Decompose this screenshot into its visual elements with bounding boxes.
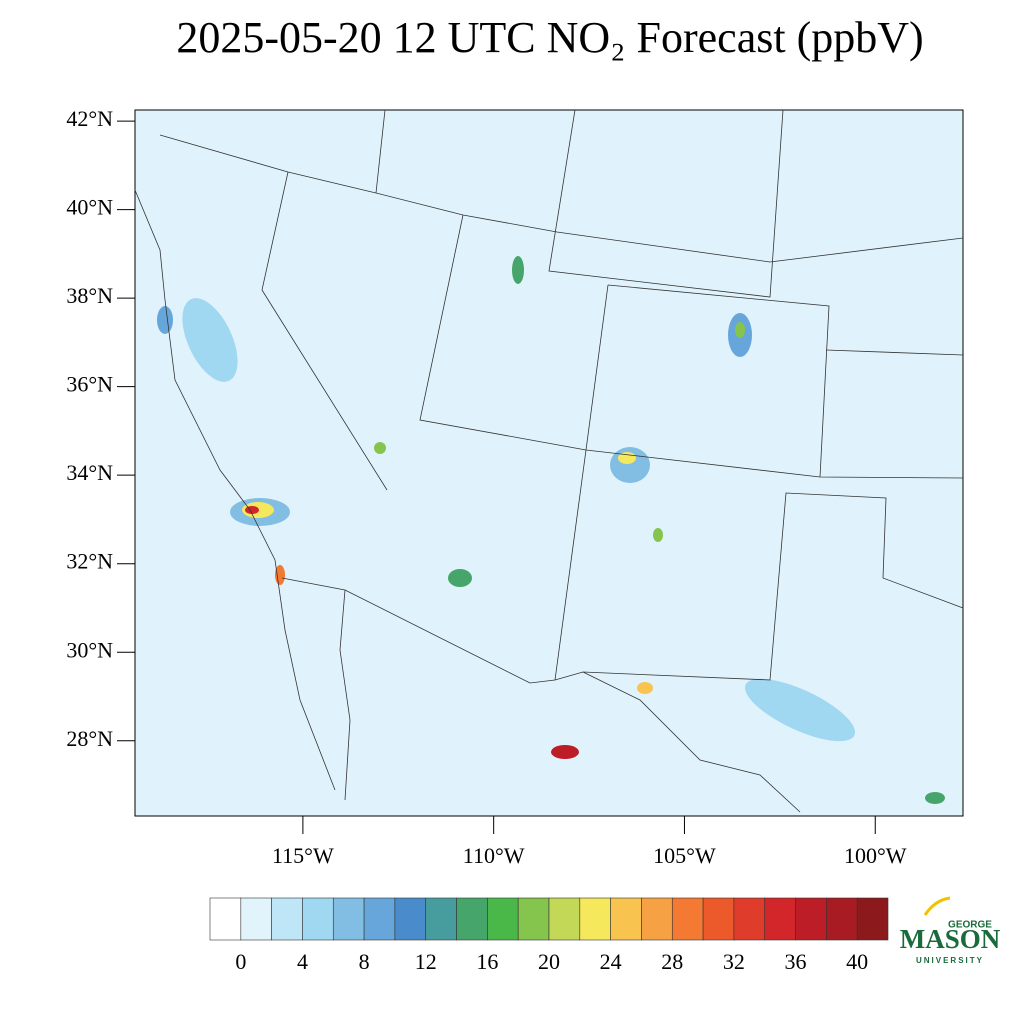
logo-bottom: UNIVERSITY [916, 956, 984, 965]
x-tick-label: 110°W [463, 843, 525, 868]
colorbar-box [826, 897, 858, 941]
border [554, 284, 609, 681]
colorbar-box [795, 897, 827, 941]
colorbar-box [487, 897, 519, 941]
colorbar-box [579, 897, 611, 941]
colorbar-box [394, 897, 427, 941]
plume [637, 682, 653, 694]
plume [653, 528, 663, 542]
colorbar-box [363, 897, 396, 941]
y-tick-label: 38°N [66, 283, 113, 308]
y-tick-label: 34°N [66, 460, 113, 485]
y-tick-label: 36°N [66, 372, 113, 397]
x-tick-label: 100°W [844, 843, 907, 868]
border [548, 109, 784, 298]
plume [182, 298, 238, 382]
colorbar-tick-label: 16 [476, 949, 498, 974]
colorbar-box [209, 897, 242, 941]
colorbar-box [641, 897, 673, 941]
border [375, 109, 386, 194]
y-tick-label: 40°N [66, 195, 113, 220]
y-tick-label: 30°N [66, 637, 113, 662]
plume [735, 322, 745, 338]
colorbar-tick-label: 8 [359, 949, 370, 974]
x-tick-label: 105°W [653, 843, 716, 868]
colorbar-tick-label: 0 [235, 949, 246, 974]
colorbar-box [671, 897, 704, 941]
border [607, 284, 830, 478]
plume [157, 306, 173, 334]
colorbar-box [702, 897, 735, 941]
colorbar-box [764, 897, 796, 941]
colorbar-box [271, 897, 303, 941]
colorbar-box [517, 897, 550, 941]
colorbar-tick-label: 40 [846, 949, 868, 974]
colorbar-box [733, 897, 766, 941]
plume [245, 506, 259, 514]
colorbar-box [610, 897, 642, 941]
colorbar-tick-label: 20 [538, 949, 560, 974]
colorbar-tick-label: 12 [415, 949, 437, 974]
colorbar-box [425, 897, 457, 941]
logo-top: GEORGE [948, 920, 992, 931]
hotspots [157, 256, 945, 804]
colorbar-tick-label: 4 [297, 949, 308, 974]
colorbar-tick-label: 36 [785, 949, 807, 974]
colorbar-box [456, 897, 488, 941]
x-tick-label: 115°W [272, 843, 334, 868]
border [825, 349, 964, 356]
logo-swoosh [923, 896, 951, 916]
colorbar-box [856, 897, 889, 941]
border [582, 671, 801, 813]
colorbar-box [548, 897, 581, 941]
logo-main: MASON [900, 924, 1001, 954]
y-tick-label: 28°N [66, 726, 113, 751]
title: 2025-05-20 12 UTC NO₂ Forecast (ppbV) [176, 13, 923, 62]
plume [374, 442, 386, 454]
colorbar-tick-label: 28 [661, 949, 683, 974]
border [281, 492, 964, 684]
y-tick-label: 42°N [66, 106, 113, 131]
coastline [134, 189, 336, 791]
colorbar: 0 4 8 12 16 20 24 28 32 36 40 [209, 897, 889, 974]
borders [134, 109, 964, 813]
colorbar-box [332, 897, 365, 941]
plume [512, 256, 524, 284]
colorbar-box [240, 897, 272, 941]
border [261, 171, 388, 491]
axes: 42°N 40°N 38°N 36°N 34°N 32°N 30°N 28°N 115°W 110… [66, 106, 906, 868]
plume [744, 678, 856, 742]
plume [551, 745, 579, 759]
colorbar-box [302, 897, 334, 941]
plume [448, 569, 472, 587]
y-tick-label: 32°N [66, 549, 113, 574]
colorbar-tick-label: 32 [723, 949, 745, 974]
coastline [339, 589, 351, 801]
plume [925, 792, 945, 804]
colorbar-tick-label: 24 [600, 949, 622, 974]
map-frame [134, 109, 964, 817]
logo: GEORGE MASON UNIVERSITY [900, 896, 1001, 965]
map-area [134, 109, 964, 817]
